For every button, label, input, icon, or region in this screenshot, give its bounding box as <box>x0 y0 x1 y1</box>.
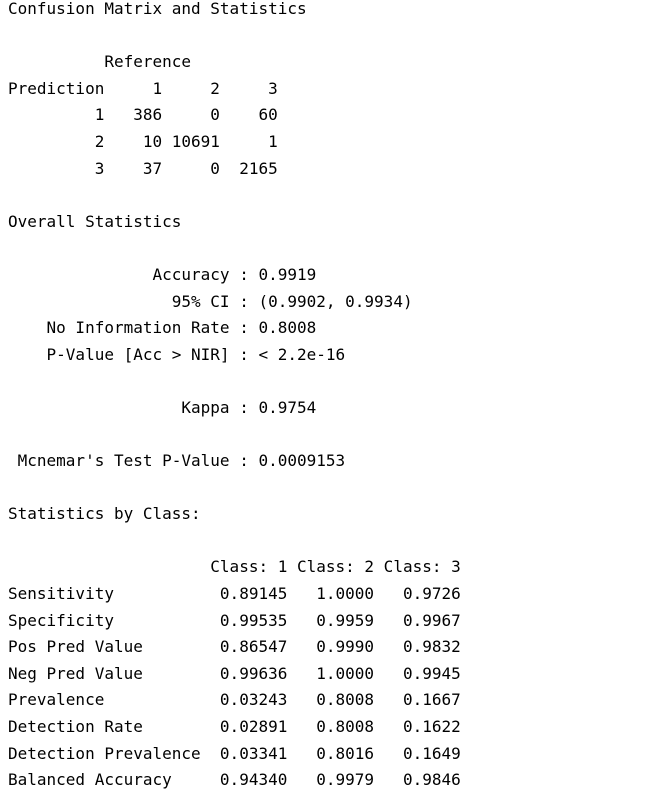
balanced-accuracy-row: Balanced Accuracy 0.94340 0.9979 0.9846 <box>8 770 461 790</box>
blank-line <box>8 422 461 449</box>
reference-label: Reference <box>8 52 192 72</box>
confidence-interval-line: 95% CI : (0.9902, 0.9934) <box>8 291 413 311</box>
blank-line <box>8 182 461 209</box>
p-value-line: P-Value [Acc > NIR] : < 2.2e-16 <box>8 344 346 364</box>
matrix-row-3: 3 37 0 2165 <box>8 158 278 178</box>
blank-line <box>8 23 461 50</box>
blank-line <box>8 475 461 502</box>
class-header-row: Class: 1 Class: 2 Class: 3 <box>8 557 461 577</box>
detection-rate-row: Detection Rate 0.02891 0.8008 0.1622 <box>8 717 461 737</box>
blank-line <box>8 235 461 262</box>
neg-pred-value-row: Neg Pred Value 0.99636 1.0000 0.9945 <box>8 663 461 683</box>
console-output: Confusion Matrix and Statistics Referenc… <box>8 0 461 794</box>
blank-line <box>8 368 461 395</box>
matrix-row-2: 2 10 10691 1 <box>8 131 278 151</box>
prevalence-row: Prevalence 0.03243 0.8008 0.1667 <box>8 690 461 710</box>
specificity-row: Specificity 0.99535 0.9959 0.9967 <box>8 610 461 630</box>
kappa-line: Kappa : 0.9754 <box>8 397 317 417</box>
header-title: Confusion Matrix and Statistics <box>8 0 307 18</box>
mcnemar-test-line: Mcnemar's Test P-Value : 0.0009153 <box>8 451 346 471</box>
accuracy-line: Accuracy : 0.9919 <box>8 264 317 284</box>
pos-pred-value-row: Pos Pred Value 0.86547 0.9990 0.9832 <box>8 637 461 657</box>
matrix-row-1: 1 386 0 60 <box>8 105 278 125</box>
blank-line <box>8 528 461 555</box>
no-information-rate-line: No Information Rate : 0.8008 <box>8 318 317 338</box>
overall-statistics-title: Overall Statistics <box>8 211 182 231</box>
statistics-by-class-title: Statistics by Class: <box>8 504 201 524</box>
detection-prevalence-row: Detection Prevalence 0.03341 0.8016 0.16… <box>8 743 461 763</box>
sensitivity-row: Sensitivity 0.89145 1.0000 0.9726 <box>8 584 461 604</box>
matrix-header-row: Prediction 1 2 3 <box>8 78 278 98</box>
